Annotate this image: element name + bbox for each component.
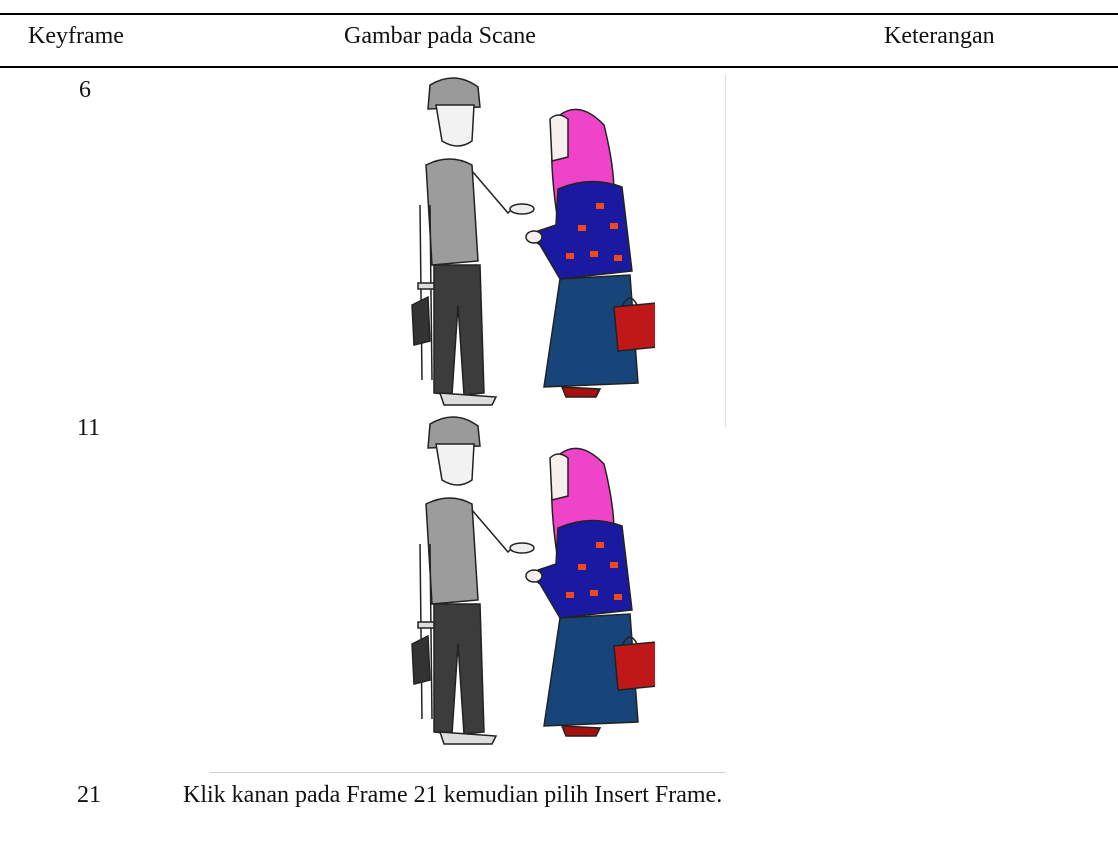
scene-illustration: [385, 75, 655, 410]
description-cell: Klik kanan pada Frame 21 kemudian pilih …: [183, 782, 723, 808]
header-cell: Keterangan: [884, 23, 995, 49]
keyframe-cell: 6: [79, 77, 91, 103]
cell-border: [210, 772, 725, 773]
keyframe-cell: 11: [77, 415, 101, 441]
header-bottom-rule: [0, 66, 1118, 68]
header-cell: Gambar pada Scane: [344, 23, 536, 49]
keyframe-cell: 21: [77, 782, 101, 808]
table-top-rule: [0, 13, 1118, 15]
header-cell: Keyframe: [28, 23, 124, 49]
scene-illustration: [385, 414, 655, 749]
cell-border: [725, 75, 726, 427]
